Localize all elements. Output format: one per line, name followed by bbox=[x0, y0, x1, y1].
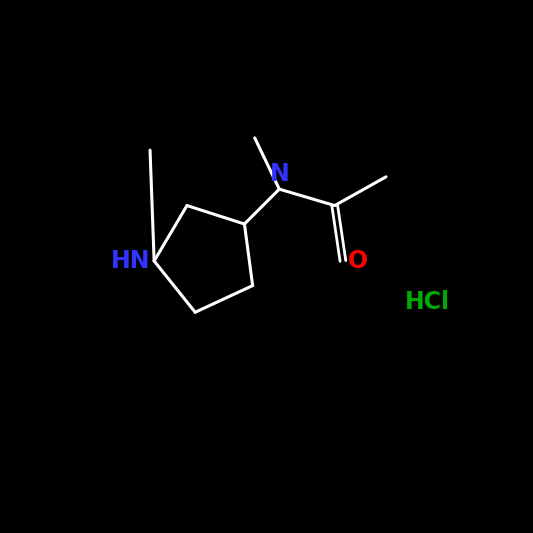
Text: HCl: HCl bbox=[405, 290, 450, 314]
Text: N: N bbox=[270, 162, 289, 186]
Text: O: O bbox=[348, 249, 368, 273]
Text: HN: HN bbox=[111, 249, 151, 273]
